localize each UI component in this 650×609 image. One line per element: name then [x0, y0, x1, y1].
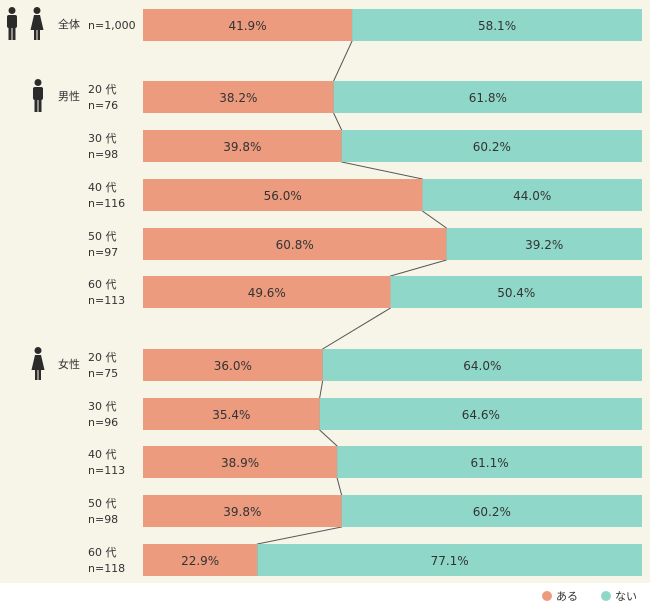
- woman-head: [33, 7, 41, 14]
- data-label-nai: 60.2%: [473, 505, 511, 519]
- row-label-age: 30 代: [88, 400, 117, 413]
- bar-nai: [333, 81, 642, 113]
- woman-leg-left: [35, 369, 38, 380]
- row-label-age: 40 代: [88, 181, 117, 194]
- row-label-age: 20 代: [88, 83, 117, 96]
- bar-nai: [257, 544, 642, 576]
- bar-aru: [143, 276, 391, 308]
- row-label-n: n=98: [88, 513, 118, 526]
- data-label-nai: 39.2%: [525, 238, 563, 252]
- man-leg-left: [34, 99, 38, 112]
- man-leg-left: [8, 27, 12, 40]
- row-label-age: 40 代: [88, 448, 117, 461]
- data-label-aru: 36.0%: [214, 359, 252, 373]
- man-head: [8, 7, 16, 14]
- row-label-age: 60 代: [88, 546, 117, 559]
- row-label-n: n=75: [88, 367, 118, 380]
- row-label-age: 60 代: [88, 278, 117, 291]
- legend-label: ある: [556, 590, 578, 603]
- data-label-aru: 38.9%: [221, 456, 259, 470]
- man-leg-right: [12, 27, 16, 40]
- row-label-n: n=97: [88, 246, 118, 259]
- man-leg-right: [38, 99, 42, 112]
- bar-aru: [143, 130, 342, 162]
- data-label-aru: 60.8%: [276, 238, 314, 252]
- row-label-age: 50 代: [88, 230, 117, 243]
- bar-nai: [352, 9, 642, 41]
- bar-nai: [322, 349, 642, 381]
- bar-aru: [143, 228, 447, 260]
- data-label-aru: 22.9%: [181, 554, 219, 568]
- data-label-aru: 56.0%: [264, 189, 302, 203]
- bar-nai: [337, 446, 642, 478]
- bar-aru: [143, 398, 320, 430]
- row-label-n: n=113: [88, 464, 125, 477]
- bar-aru: [143, 9, 353, 41]
- man-head: [34, 79, 42, 86]
- row-label-n: n=116: [88, 197, 125, 210]
- row-label-n: n=1,000: [88, 19, 136, 32]
- data-label-aru: 39.8%: [223, 140, 261, 154]
- data-label-nai: 61.1%: [470, 456, 508, 470]
- bar-nai: [341, 130, 642, 162]
- data-label-nai: 44.0%: [513, 189, 551, 203]
- data-label-nai: 61.8%: [469, 91, 507, 105]
- woman-leg-left: [34, 29, 37, 40]
- man-torso: [33, 87, 43, 100]
- data-label-nai: 64.0%: [463, 359, 501, 373]
- woman-dress: [30, 15, 44, 30]
- bar-nai: [319, 398, 642, 430]
- data-label-nai: 77.1%: [431, 554, 469, 568]
- bar-nai: [446, 228, 642, 260]
- bar-nai: [390, 276, 642, 308]
- bar-aru: [143, 446, 338, 478]
- bar-aru: [143, 81, 334, 113]
- group-label: 全体: [58, 17, 80, 31]
- bar-aru: [143, 544, 258, 576]
- group-label: 男性: [58, 89, 80, 103]
- legend-marker: [601, 591, 611, 601]
- data-label-nai: 60.2%: [473, 140, 511, 154]
- bar-nai: [422, 179, 642, 211]
- data-label-nai: 50.4%: [497, 286, 535, 300]
- data-label-aru: 41.9%: [228, 19, 266, 33]
- data-label-aru: 35.4%: [212, 408, 250, 422]
- group-label: 女性: [58, 357, 80, 371]
- row-label-age: 20 代: [88, 351, 117, 364]
- legend-label: ない: [615, 590, 637, 603]
- row-label-n: n=98: [88, 148, 118, 161]
- row-label-n: n=96: [88, 416, 118, 429]
- row-label-n: n=76: [88, 99, 118, 112]
- bar-nai: [341, 495, 642, 527]
- data-label-aru: 49.6%: [248, 286, 286, 300]
- bar-aru: [143, 349, 323, 381]
- data-label-nai: 64.6%: [462, 408, 500, 422]
- woman-leg-right: [37, 29, 40, 40]
- bar-aru: [143, 179, 423, 211]
- bar-aru: [143, 495, 342, 527]
- woman-leg-right: [38, 369, 41, 380]
- row-label-n: n=113: [88, 294, 125, 307]
- legend-marker: [542, 591, 552, 601]
- row-label-age: 50 代: [88, 497, 117, 510]
- man-torso: [7, 15, 17, 28]
- data-label-aru: 38.2%: [219, 91, 257, 105]
- row-label-age: 30 代: [88, 132, 117, 145]
- row-label-n: n=118: [88, 562, 125, 575]
- data-label-nai: 58.1%: [478, 19, 516, 33]
- woman-dress: [31, 355, 45, 370]
- data-label-aru: 39.8%: [223, 505, 261, 519]
- woman-head: [34, 347, 42, 354]
